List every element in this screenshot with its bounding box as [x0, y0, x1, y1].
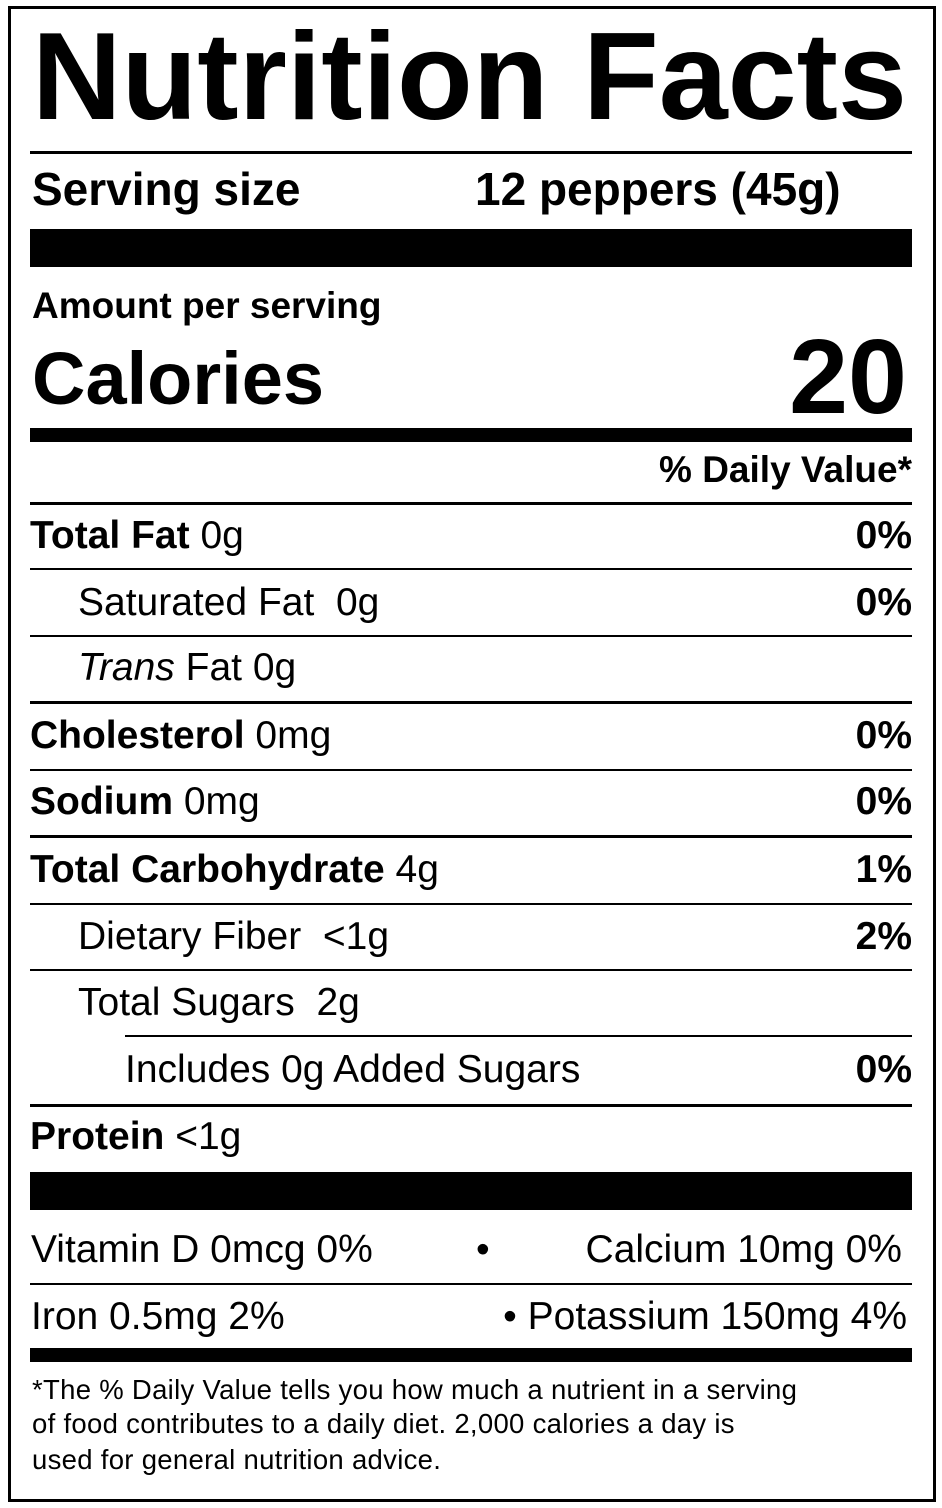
bullet: •	[476, 1228, 490, 1271]
rule	[30, 151, 912, 154]
nutrient-row: Total Sugars 2g	[30, 978, 912, 1028]
nutrient-name: Fat	[185, 646, 242, 689]
nutrient-row: Cholesterol 0mg 0%	[30, 711, 912, 761]
thick-bar	[30, 229, 912, 267]
nutrient-name: Includes 0g Added Sugars	[125, 1048, 581, 1091]
nutrient-name: Sodium	[30, 780, 173, 823]
nutrient-name: Total Sugars	[78, 981, 295, 1024]
rule	[30, 835, 912, 838]
thick-bar	[30, 428, 912, 442]
rule	[30, 701, 912, 704]
nutrient-amount: 0mg	[183, 780, 260, 823]
bullet: •	[503, 1295, 528, 1338]
nutrient-row: Trans Fat 0g	[30, 643, 912, 693]
nutrient-amount: 2g	[316, 981, 360, 1024]
nutrient-name: Saturated Fat	[78, 581, 315, 624]
rule	[30, 903, 912, 905]
nutrient-row: Protein <1g	[30, 1112, 912, 1162]
nutrient-name: Cholesterol	[30, 714, 245, 757]
nutrient-amount: 0g	[200, 514, 244, 557]
label-border	[8, 6, 936, 1502]
nutrient-dv: 1%	[855, 848, 912, 891]
micronutrient: Calcium 10mg 0%	[585, 1228, 902, 1271]
serving-label: Serving size	[32, 163, 301, 215]
rule	[30, 1283, 912, 1285]
micronutrient: Potassium 150mg 4%	[527, 1295, 907, 1338]
serving-value: 12 peppers (45g)	[475, 163, 841, 215]
nutrient-name: Total Fat	[30, 514, 190, 557]
footnote-line: of food contributes to a daily diet. 2,0…	[32, 1408, 735, 1439]
thick-bar	[30, 1172, 912, 1210]
nutrient-amount: <1g	[175, 1115, 242, 1158]
nutrient-dv: 0%	[855, 780, 912, 823]
nutrient-name-prefix: Trans	[78, 646, 175, 689]
micronutrient-row-end: • Potassium 150mg 4%	[503, 1292, 907, 1342]
rule	[125, 1035, 912, 1037]
micronutrient: Iron 0.5mg 2%	[31, 1295, 285, 1338]
rule	[30, 502, 912, 505]
nutrient-row: Includes 0g Added Sugars 0%	[30, 1045, 912, 1095]
footnote-line: used for general nutrition advice.	[32, 1444, 442, 1475]
title: Nutrition Facts	[32, 8, 907, 146]
nutrient-amount: 4g	[395, 848, 439, 891]
rule	[30, 1104, 912, 1107]
dv-header: % Daily Value*	[659, 449, 912, 490]
nutrient-name: Dietary Fiber	[78, 915, 302, 958]
nutrient-row: Total Carbohydrate 4g 1%	[30, 845, 912, 895]
nutrient-amount: 0g	[252, 646, 297, 689]
calories-value: 20	[789, 318, 907, 436]
footnote-line: *The % Daily Value tells you how much a …	[32, 1374, 798, 1405]
nutrient-name: Protein	[30, 1115, 165, 1158]
rule	[30, 568, 912, 570]
nutrient-amount: 0g	[335, 581, 380, 624]
amount-label: Amount per serving	[32, 285, 382, 326]
nutrient-dv: 2%	[855, 915, 912, 958]
nutrient-name: Total Carbohydrate	[30, 848, 385, 891]
nutrient-dv: 0%	[855, 581, 912, 624]
nutrient-row: Saturated Fat 0g 0%	[30, 578, 912, 628]
nutrient-dv: 0%	[855, 514, 912, 557]
micronutrient: Vitamin D 0mcg 0%	[31, 1228, 373, 1271]
calories-label: Calories	[32, 337, 325, 420]
nutrient-dv: 0%	[855, 1048, 912, 1091]
nutrient-row: Dietary Fiber <1g 2%	[30, 912, 912, 962]
nutrient-amount: 0mg	[255, 714, 332, 757]
nutrient-row: Total Fat 0g 0%	[30, 511, 912, 561]
rule	[30, 769, 912, 771]
rule	[30, 635, 912, 637]
thick-bar	[30, 1348, 912, 1362]
nutrient-amount: <1g	[322, 915, 390, 958]
rule	[30, 969, 912, 971]
nutrient-row: Sodium 0mg 0%	[30, 777, 912, 827]
nutrient-dv: 0%	[855, 714, 912, 757]
